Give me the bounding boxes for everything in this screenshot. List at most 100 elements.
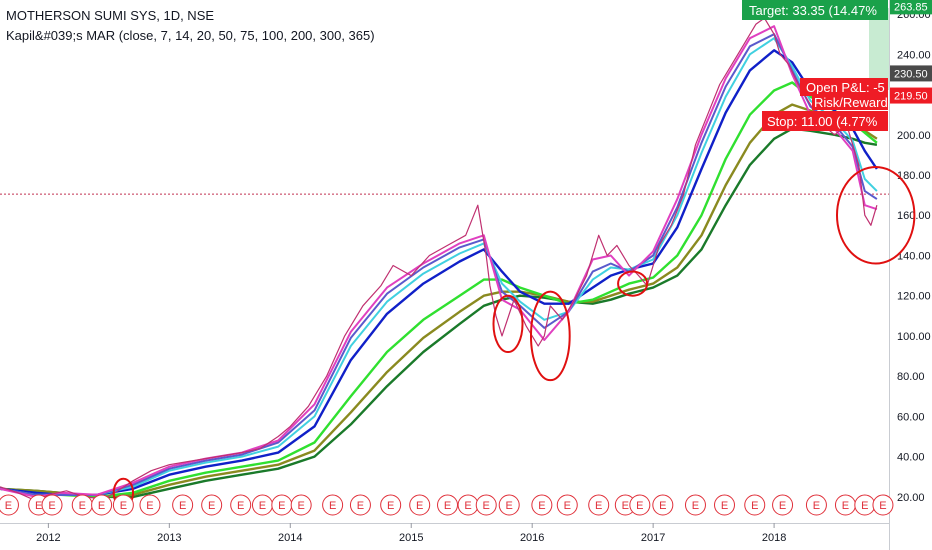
earnings-marker[interactable]: E [380,494,402,516]
price-scale-label-text: 230.50 [894,68,928,80]
earnings-marker[interactable]: E [588,494,610,516]
earnings-marker-label: E [237,500,244,512]
earnings-marker-label: E [595,500,602,512]
stop-label: Stop: 11.00 (4.77% [767,114,878,129]
open-pl-label: Open P&L: -5 [806,80,885,95]
series-ma100 [0,81,878,499]
earnings-marker-label: E [179,500,186,512]
y-tick-label: 200.00 [897,130,931,142]
earnings-marker-circle [349,494,371,516]
y-tick-label: 60.00 [897,411,925,423]
earnings-marker-circle [629,494,651,516]
position-labels: Target: 33.35 (14.47% Open P&L: -5 Risk/… [742,0,888,131]
earnings-marker-circle [872,494,894,516]
earnings-marker[interactable]: E [409,494,431,516]
earnings-marker-label: E [879,500,886,512]
earnings-marker-label: E [564,500,571,512]
earnings-marker[interactable]: E [251,494,273,516]
earnings-marker[interactable]: E [139,494,161,516]
earnings-marker[interactable]: E [91,494,113,516]
earnings-marker[interactable]: E [872,494,894,516]
earnings-marker[interactable]: E [290,494,312,516]
open-pl-label-bg [800,78,888,96]
earnings-marker-label: E [5,500,12,512]
earnings-marker-circle [409,494,431,516]
earnings-marker[interactable]: E [475,494,497,516]
y-tick-label: 140.00 [897,250,931,262]
earnings-marker[interactable]: E [772,494,794,516]
earnings-marker[interactable]: E [349,494,371,516]
earnings-marker[interactable]: E [0,494,19,516]
earnings-marker[interactable]: E [230,494,252,516]
earnings-marker-label: E [79,500,86,512]
earnings-marker[interactable]: E [834,494,856,516]
earnings-marker[interactable]: E [172,494,194,516]
earnings-marker[interactable]: E [854,494,876,516]
earnings-marker[interactable]: E [41,494,63,516]
earnings-marker[interactable]: E [714,494,736,516]
y-tick-label: 20.00 [897,492,925,504]
earnings-marker-circle [91,494,113,516]
x-tick-label: 2017 [641,532,665,544]
price-scale-label-target: 263.85 [890,0,932,15]
earnings-marker-circle [380,494,402,516]
earnings-marker-label: E [506,500,513,512]
price-scale-label-last: 230.50 [890,65,932,82]
y-tick-label: 240.00 [897,49,931,61]
earnings-marker[interactable]: E [71,494,93,516]
series-ma365 [0,127,878,499]
earnings-marker-circle [139,494,161,516]
earnings-marker-label: E [278,500,285,512]
earnings-marker-circle [498,494,520,516]
earnings-marker-label: E [329,500,336,512]
series-ma200 [0,103,878,499]
earnings-marker[interactable]: E [652,494,674,516]
earnings-marker[interactable]: E [112,494,134,516]
earnings-marker-label: E [813,500,820,512]
earnings-marker-label: E [146,500,153,512]
y-tick-label: 120.00 [897,291,931,303]
earnings-marker-circle [652,494,674,516]
earnings-marker[interactable]: E [322,494,344,516]
earnings-marker-label: E [208,500,215,512]
earnings-marker-circle [714,494,736,516]
target-label-bg [742,0,888,20]
earnings-marker-circle [322,494,344,516]
target-zone [869,8,889,90]
x-tick-label: 2016 [520,532,544,544]
earnings-marker[interactable]: E [457,494,479,516]
earnings-marker[interactable]: E [498,494,520,516]
price-scale-label-stop: 219.50 [890,87,932,104]
y-tick-label: 40.00 [897,452,925,464]
earnings-marker[interactable]: E [744,494,766,516]
price-scale-label-bg [890,65,932,82]
indicator-legend[interactable]: Kapil&#039;s MAR (close, 7, 14, 20, 50, … [6,28,375,43]
earnings-marker-label: E [861,500,868,512]
earnings-marker-circle [772,494,794,516]
annotation-ellipse [617,270,649,297]
earnings-marker-label: E [538,500,545,512]
annotation-ellipse [835,165,916,265]
x-tick-label: 2012 [36,532,60,544]
earnings-marker[interactable]: E [271,494,293,516]
earnings-marker-label: E [622,500,629,512]
earnings-marker[interactable]: E [684,494,706,516]
annotation-ellipse [492,294,524,354]
risk-reward-label-bg [812,94,888,110]
x-tick-label: 2013 [157,532,181,544]
earnings-marker-circle [290,494,312,516]
earnings-marker-label: E [751,500,758,512]
earnings-marker-label: E [357,500,364,512]
earnings-marker-label: E [416,500,423,512]
earnings-marker[interactable]: E [201,494,223,516]
earnings-marker[interactable]: E [556,494,578,516]
earnings-marker[interactable]: E [629,494,651,516]
earnings-marker[interactable]: E [531,494,553,516]
earnings-marker-circle [0,494,19,516]
earnings-marker-label: E [464,500,471,512]
price-scale-label-bg [890,0,932,15]
earnings-marker[interactable]: E [805,494,827,516]
earnings-marker[interactable]: E [437,494,459,516]
